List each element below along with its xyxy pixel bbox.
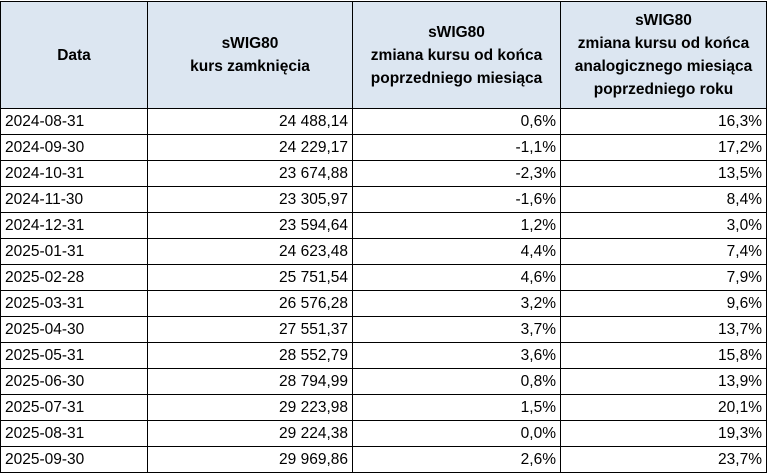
value-cell: 2,6% xyxy=(352,446,561,473)
date-cell: 2025-04-30 xyxy=(0,316,148,343)
value-cell: 23 594,64 xyxy=(147,212,353,239)
header-cell: Data xyxy=(0,1,148,109)
value-cell: 24 488,14 xyxy=(147,108,353,135)
value-cell: 1,5% xyxy=(352,394,561,421)
value-cell: 8,4% xyxy=(560,186,767,213)
header-cell: sWIG80 zmiana kursu od końca poprzedniego … xyxy=(352,1,561,109)
table-row: 2025-09-30 29 969,86 2,6% 23,7% xyxy=(0,446,767,473)
value-cell: 23 305,97 xyxy=(147,186,353,213)
value-cell: 1,2% xyxy=(352,212,561,239)
table-row: 2025-02-28 25 751,54 4,6% 7,9% xyxy=(0,264,767,291)
header-row: Data sWIG80 kurs zamknięcia sWIG80 zmiana ku… xyxy=(0,1,767,109)
table-row: 2025-01-31 24 623,48 4,4% 7,4% xyxy=(0,238,767,265)
table-row: 2025-04-30 27 551,37 3,7% 13,7% xyxy=(0,316,767,343)
value-cell: 17,2% xyxy=(560,134,767,161)
table-row: 2025-08-31 29 224,38 0,0% 19,3% xyxy=(0,420,767,447)
table-row: 2025-05-31 28 552,79 3,6% 15,8% xyxy=(0,342,767,369)
value-cell: 4,4% xyxy=(352,238,561,265)
value-cell: 23,7% xyxy=(560,446,767,473)
value-cell: 27 551,37 xyxy=(147,316,353,343)
header-line: zmiana kursu od końca xyxy=(370,46,543,64)
value-cell: -1,6% xyxy=(352,186,561,213)
value-cell: 0,6% xyxy=(352,108,561,135)
value-cell: -1,1% xyxy=(352,134,561,161)
header-line: zmiana kursu od końca xyxy=(577,35,750,52)
date-cell: 2024-10-31 xyxy=(0,160,148,187)
value-cell: 7,4% xyxy=(560,238,767,265)
value-cell: 7,9% xyxy=(560,264,767,291)
value-cell: 3,6% xyxy=(352,342,561,369)
table-row: 2024-12-31 23 594,64 1,2% 3,0% xyxy=(0,212,767,239)
value-cell: 29 223,98 xyxy=(147,394,353,421)
value-cell: 16,3% xyxy=(560,108,767,135)
value-cell: 19,3% xyxy=(560,420,767,447)
date-cell: 2025-03-31 xyxy=(0,290,148,317)
value-cell: 28 794,99 xyxy=(147,368,353,395)
date-cell: 2025-05-31 xyxy=(0,342,148,369)
header-line: kurs zamknięcia xyxy=(190,58,310,75)
table-row: 2025-06-30 28 794,99 0,8% 13,9% xyxy=(0,368,767,395)
date-cell: 2024-12-31 xyxy=(0,212,148,239)
value-cell: -2,3% xyxy=(352,160,561,187)
date-cell: 2025-06-30 xyxy=(0,368,148,395)
header-line: sWIG80 xyxy=(221,35,279,52)
date-cell: 2024-08-31 xyxy=(0,108,148,135)
value-cell: 3,7% xyxy=(352,316,561,343)
header-line: sWIG80 xyxy=(428,23,485,41)
table-row: 2025-03-31 26 576,28 3,2% 9,6% xyxy=(0,290,767,317)
value-cell: 24 229,17 xyxy=(147,134,353,161)
header-cell: sWIG80 kurs zamknięcia xyxy=(147,1,353,109)
value-cell: 13,5% xyxy=(560,160,767,187)
header-line: sWIG80 xyxy=(635,12,692,29)
value-cell: 24 623,48 xyxy=(147,238,353,265)
value-cell: 3,0% xyxy=(560,212,767,239)
value-cell: 25 751,54 xyxy=(147,264,353,291)
value-cell: 15,8% xyxy=(560,342,767,369)
table-row: 2025-07-31 29 223,98 1,5% 20,1% xyxy=(0,394,767,421)
table-row: 2024-09-30 24 229,17 -1,1% 17,2% xyxy=(0,134,767,161)
value-cell: 26 576,28 xyxy=(147,290,353,317)
header-line: poprzedniego miesiąca xyxy=(370,69,543,87)
value-cell: 13,7% xyxy=(560,316,767,343)
header-cell: sWIG80 zmiana kursu od końca analogicznego… xyxy=(560,1,767,109)
value-cell: 9,6% xyxy=(560,290,767,317)
value-cell: 28 552,79 xyxy=(147,342,353,369)
date-cell: 2024-09-30 xyxy=(0,134,148,161)
header-line: poprzedniego roku xyxy=(593,81,734,98)
table-row: 2024-11-30 23 305,97 -1,6% 8,4% xyxy=(0,186,767,213)
date-cell: 2025-09-30 xyxy=(0,446,148,473)
value-cell: 0,0% xyxy=(352,420,561,447)
value-cell: 3,2% xyxy=(352,290,561,317)
table-row: 2024-10-31 23 674,88 -2,3% 13,5% xyxy=(0,160,767,187)
value-cell: 4,6% xyxy=(352,264,561,291)
value-cell: 0,8% xyxy=(352,368,561,395)
value-cell: 29 969,86 xyxy=(147,446,353,473)
value-cell: 13,9% xyxy=(560,368,767,395)
header-line: analogicznego miesiąca xyxy=(574,58,753,75)
header-line: Data xyxy=(57,46,91,64)
date-cell: 2025-01-31 xyxy=(0,238,148,265)
date-cell: 2025-07-31 xyxy=(0,394,148,421)
date-cell: 2025-02-28 xyxy=(0,264,148,291)
date-cell: 2025-08-31 xyxy=(0,420,148,447)
value-cell: 20,1% xyxy=(560,394,767,421)
date-cell: 2024-11-30 xyxy=(0,186,148,213)
table-row: 2024-08-31 24 488,14 0,6% 16,3% xyxy=(0,108,767,135)
table-body: 2024-08-31 24 488,14 0,6% 16,3% 2024-09-30 24… xyxy=(0,108,767,473)
value-cell: 29 224,38 xyxy=(147,420,353,447)
value-cell: 23 674,88 xyxy=(147,160,353,187)
